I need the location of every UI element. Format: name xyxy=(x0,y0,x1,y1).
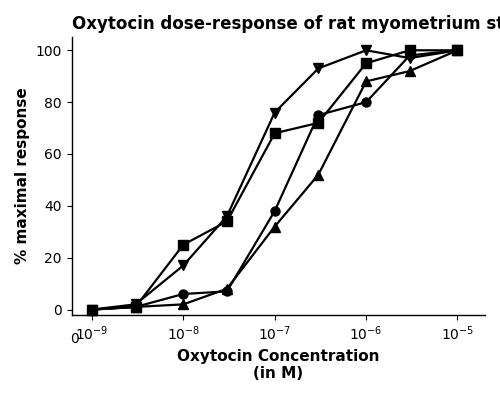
Y-axis label: % maximal response: % maximal response xyxy=(15,88,30,265)
Text: Oxytocin dose-response of rat myometrium strips: Oxytocin dose-response of rat myometrium… xyxy=(72,15,500,33)
Text: 0: 0 xyxy=(70,331,79,346)
X-axis label: Oxytocin Concentration
(in M): Oxytocin Concentration (in M) xyxy=(177,348,380,381)
